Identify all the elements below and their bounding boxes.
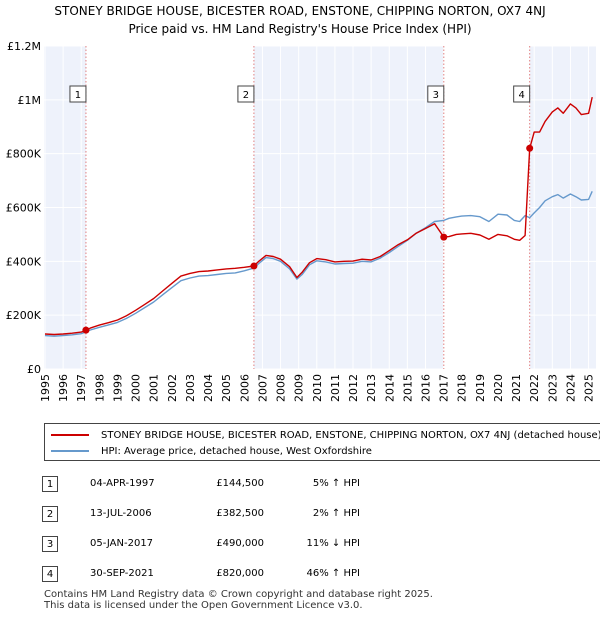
x-tick-label: 2016 xyxy=(419,374,432,402)
x-tick-label: 1998 xyxy=(93,374,106,402)
y-tick-label: £800K xyxy=(6,148,42,161)
x-tick-label: 2004 xyxy=(202,374,215,402)
x-tick-label: 2020 xyxy=(492,374,505,402)
sale-label-box xyxy=(513,85,531,103)
x-tick-label: 2002 xyxy=(166,374,179,402)
y-tick-label: £200K xyxy=(6,309,42,322)
x-tick-label: 2023 xyxy=(546,374,559,402)
sale-label-number: 3 xyxy=(433,90,439,101)
x-tick-label: 2018 xyxy=(456,374,469,402)
footer-copyright: Contains HM Land Registry data © Crown c… xyxy=(44,589,433,600)
x-tick-label: 2024 xyxy=(564,374,577,402)
x-tick-label: 2017 xyxy=(438,374,451,402)
table-row: 1 04-APR-1997 £144,500 5% ↑ HPI xyxy=(42,476,462,494)
attribution-footer: Contains HM Land Registry data © Crown c… xyxy=(44,589,433,611)
x-tick-label: 2022 xyxy=(528,374,541,402)
price-chart: STONEY BRIDGE HOUSE, BICESTER ROAD, ENST… xyxy=(6,4,596,402)
sale-label-number: 4 xyxy=(518,90,524,101)
x-tick-label: 2008 xyxy=(275,374,288,402)
chart-legend: STONEY BRIDGE HOUSE, BICESTER ROAD, ENST… xyxy=(44,423,600,461)
x-tick-label: 2003 xyxy=(184,374,197,402)
sale-hpi-diff: 5% ↑ HPI xyxy=(312,478,360,489)
x-tick-label: 2006 xyxy=(238,374,251,402)
x-tick-label: 1996 xyxy=(57,374,70,402)
sale-date: 05-JAN-2017 xyxy=(90,538,154,549)
sale-number-badge: 1 xyxy=(42,476,58,492)
sale-date: 13-JUL-2006 xyxy=(90,508,152,519)
x-tick-label: 2012 xyxy=(347,374,360,402)
table-row: 2 13-JUL-2006 £382,500 2% ↑ HPI xyxy=(42,506,462,524)
sale-hpi-diff: 11% ↓ HPI xyxy=(306,538,360,549)
sale-hpi-diff: 46% ↑ HPI xyxy=(306,568,360,579)
x-tick-label: 2015 xyxy=(401,374,414,402)
chart-title: STONEY BRIDGE HOUSE, BICESTER ROAD, ENST… xyxy=(54,4,545,18)
legend-swatch-property xyxy=(51,434,89,436)
x-tick-label: 1999 xyxy=(111,374,124,402)
sale-label-number: 2 xyxy=(243,90,249,101)
sale-price: £382,500 xyxy=(216,508,264,519)
legend-swatch-hpi xyxy=(51,450,89,452)
x-tick-label: 2010 xyxy=(311,374,324,402)
x-tick-label: 2007 xyxy=(256,374,269,402)
y-tick-label: £0 xyxy=(27,363,41,376)
sale-number-badge: 2 xyxy=(42,506,58,522)
x-tick-label: 1997 xyxy=(75,374,88,402)
sale-price: £490,000 xyxy=(216,538,264,549)
y-tick-label: £400K xyxy=(6,255,42,268)
x-tick-label: 2011 xyxy=(329,374,342,402)
sale-point xyxy=(526,144,534,152)
x-tick-label: 2025 xyxy=(583,374,596,402)
y-tick-label: £1.2M xyxy=(7,40,41,53)
sale-label-box xyxy=(69,85,87,103)
table-row: 4 30-SEP-2021 £820,000 46% ↑ HPI xyxy=(42,566,462,584)
sale-date: 30-SEP-2021 xyxy=(90,568,154,579)
legend-label-hpi: HPI: Average price, detached house, West… xyxy=(101,445,372,457)
legend-item-property: STONEY BRIDGE HOUSE, BICESTER ROAD, ENST… xyxy=(51,427,600,443)
price-paid-line xyxy=(44,96,593,336)
x-tick-label: 2001 xyxy=(148,374,161,402)
sale-point xyxy=(82,326,90,334)
x-tick-label: 2019 xyxy=(474,374,487,402)
x-tick-label: 2013 xyxy=(365,374,378,402)
x-tick-label: 2021 xyxy=(510,374,523,402)
sale-hpi-diff: 2% ↑ HPI xyxy=(312,508,360,519)
sale-label-box xyxy=(427,85,445,103)
x-tick-label: 2000 xyxy=(130,374,143,402)
sale-point xyxy=(440,233,448,241)
legend-item-hpi: HPI: Average price, detached house, West… xyxy=(51,443,372,459)
sale-price: £144,500 xyxy=(216,478,264,489)
table-row: 3 05-JAN-2017 £490,000 11% ↓ HPI xyxy=(42,536,462,554)
sale-number-badge: 4 xyxy=(42,566,58,582)
sale-price: £820,000 xyxy=(216,568,264,579)
y-tick-label: £1M xyxy=(18,94,42,107)
x-tick-label: 2005 xyxy=(220,374,233,402)
legend-label-property: STONEY BRIDGE HOUSE, BICESTER ROAD, ENST… xyxy=(101,429,600,441)
sale-label-box xyxy=(237,85,255,103)
x-tick-label: 2014 xyxy=(383,374,396,402)
footer-license: This data is licensed under the Open Gov… xyxy=(44,600,363,611)
sale-point xyxy=(250,262,258,270)
sale-number-badge: 3 xyxy=(42,536,58,552)
x-tick-label: 2009 xyxy=(293,374,306,402)
sale-label-number: 1 xyxy=(75,90,81,101)
sale-date: 04-APR-1997 xyxy=(90,478,155,489)
chart-subtitle: Price paid vs. HM Land Registry's House … xyxy=(128,22,471,36)
y-tick-label: £600K xyxy=(6,202,42,215)
x-tick-label: 1995 xyxy=(39,374,52,402)
